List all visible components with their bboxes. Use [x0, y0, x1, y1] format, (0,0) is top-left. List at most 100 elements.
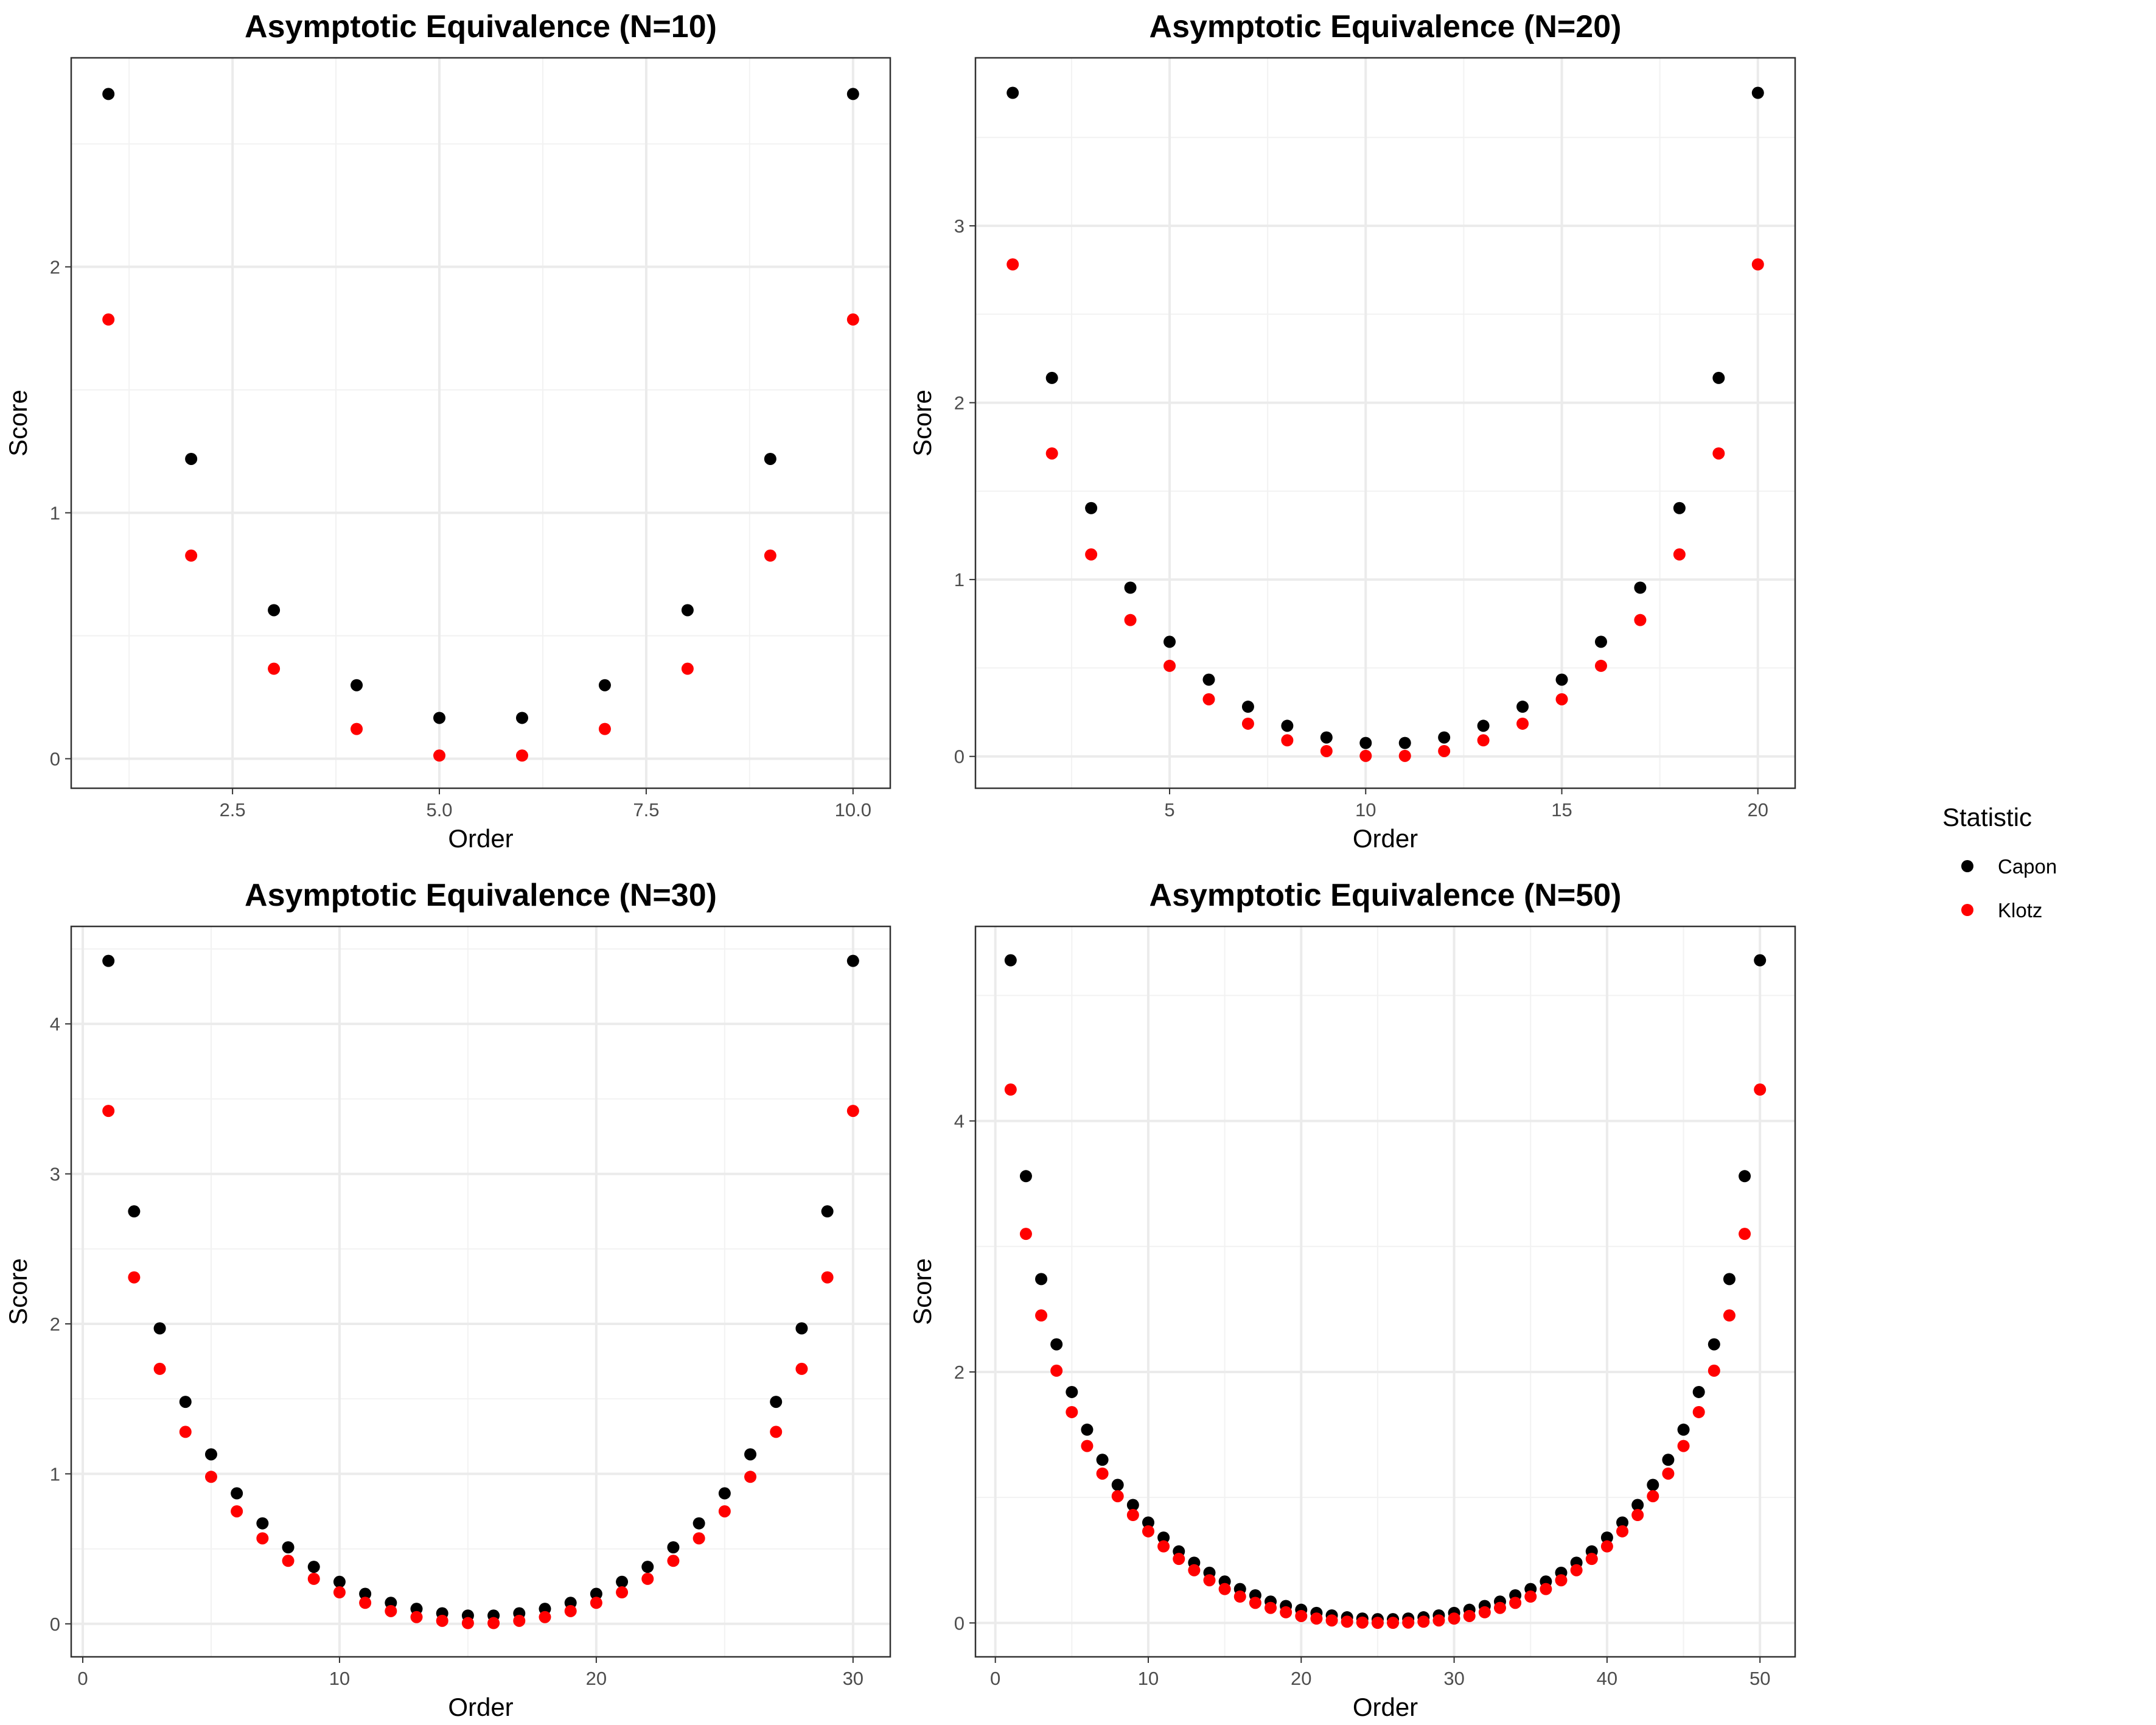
data-point-klotz [433, 749, 446, 762]
data-point-klotz [1673, 548, 1686, 561]
series-klotz [102, 1105, 859, 1629]
data-point-capon [1398, 737, 1411, 749]
series-klotz [1006, 258, 1764, 762]
data-point-klotz [282, 1555, 295, 1567]
data-point-klotz [846, 1105, 859, 1118]
data-point-klotz [1359, 749, 1372, 762]
data-point-capon [1477, 719, 1490, 732]
x-tick-label: 15 [1551, 799, 1572, 821]
data-point-klotz [1493, 1601, 1506, 1614]
data-point-klotz [1341, 1615, 1353, 1628]
data-point-capon [102, 88, 115, 100]
data-point-klotz [795, 1362, 808, 1375]
data-point-klotz [1478, 1606, 1491, 1618]
data-point-klotz [1555, 693, 1568, 705]
x-tick-label: 10 [1138, 1668, 1159, 1689]
plot-border [70, 925, 891, 1658]
data-point-capon [1096, 1454, 1109, 1466]
data-point-capon [1516, 701, 1529, 713]
data-point-klotz [1173, 1553, 1185, 1566]
data-point-klotz [598, 723, 611, 735]
data-point-capon [153, 1322, 166, 1335]
data-point-klotz [410, 1611, 423, 1623]
data-point-capon [1438, 731, 1451, 744]
data-point-klotz [1516, 717, 1529, 730]
x-tick-label: 20 [1291, 1668, 1311, 1689]
data-point-klotz [693, 1532, 705, 1545]
data-point-capon [515, 712, 528, 724]
y-tick-label: 4 [954, 1111, 965, 1132]
data-point-klotz [1085, 548, 1098, 561]
data-point-capon [333, 1575, 346, 1588]
data-point-capon [1600, 1531, 1613, 1544]
legend-key-klotz [1961, 904, 1973, 916]
data-point-capon [616, 1575, 629, 1588]
y-axis-title: Score [4, 1258, 32, 1325]
data-point-capon [1066, 1385, 1078, 1398]
data-point-capon [764, 452, 776, 465]
data-point-capon [1202, 673, 1215, 686]
y-tick-label: 2 [954, 393, 965, 414]
data-point-klotz [102, 1105, 115, 1118]
data-point-klotz [461, 1617, 474, 1629]
data-point-klotz [102, 313, 115, 326]
data-point-capon [718, 1487, 731, 1500]
data-point-klotz [1265, 1601, 1277, 1614]
data-point-klotz [513, 1614, 526, 1627]
data-point-capon [1555, 673, 1568, 686]
data-point-klotz [1280, 1606, 1293, 1618]
data-point-klotz [436, 1614, 448, 1627]
x-tick-label: 30 [1443, 1668, 1464, 1689]
data-point-klotz [128, 1271, 141, 1284]
data-point-klotz [1203, 1574, 1216, 1587]
plot-border [974, 57, 1796, 789]
data-point-capon [231, 1487, 243, 1500]
data-point-klotz [1142, 1525, 1154, 1538]
x-tick-label: 7.5 [633, 799, 659, 821]
data-point-klotz [1320, 744, 1333, 757]
data-point-klotz [1677, 1440, 1690, 1452]
data-point-klotz [1600, 1540, 1613, 1553]
data-point-klotz [744, 1471, 757, 1483]
data-point-capon [1662, 1454, 1675, 1466]
data-point-klotz [487, 1617, 500, 1629]
data-point-capon [1739, 1170, 1751, 1183]
legend-label-capon: Capon [1998, 855, 2057, 878]
data-point-capon [1111, 1478, 1124, 1491]
chart-panel-3: 0 10 20 30 0 1 2 3 4 Asymptotic Equivalence (N=30… [4, 878, 891, 1721]
data-point-klotz [1616, 1525, 1629, 1538]
data-point-capon [1751, 86, 1764, 99]
chart-panel-4: 0 10 20 30 40 50 0 2 4 Asymptotic Equivalence (N=… [908, 878, 1796, 1721]
x-tick-label: 30 [843, 1668, 863, 1689]
x-tick-label: 0 [990, 1668, 1000, 1689]
data-point-klotz [1509, 1597, 1522, 1609]
x-axis-title: Order [1353, 824, 1418, 853]
plot-background [71, 926, 890, 1657]
data-point-klotz [1662, 1467, 1675, 1480]
data-point-klotz [1249, 1597, 1261, 1609]
data-point-klotz [1310, 1612, 1323, 1625]
data-point-klotz [1050, 1364, 1063, 1377]
data-point-capon [1004, 954, 1017, 967]
y-tick-label: 2 [50, 1314, 60, 1335]
plot-border [70, 57, 891, 789]
y-tick-label: 0 [50, 749, 60, 770]
data-point-klotz [1126, 1509, 1139, 1522]
data-point-klotz [1585, 1553, 1598, 1566]
y-axis-title: Score [908, 390, 937, 457]
data-point-klotz [1708, 1364, 1720, 1377]
plot-border [974, 925, 1796, 1658]
data-point-klotz [1432, 1614, 1445, 1627]
plot-background [975, 926, 1795, 1657]
data-point-capon [1081, 1423, 1094, 1436]
data-point-capon [1692, 1385, 1705, 1398]
y-tick-label: 1 [954, 569, 965, 590]
data-point-klotz [667, 1555, 680, 1567]
series-capon [1006, 86, 1764, 749]
y-tick-label: 3 [50, 1164, 60, 1185]
data-point-klotz [1692, 1405, 1705, 1418]
data-point-klotz [1241, 717, 1254, 730]
data-point-capon [846, 954, 859, 967]
data-point-klotz [770, 1426, 783, 1438]
